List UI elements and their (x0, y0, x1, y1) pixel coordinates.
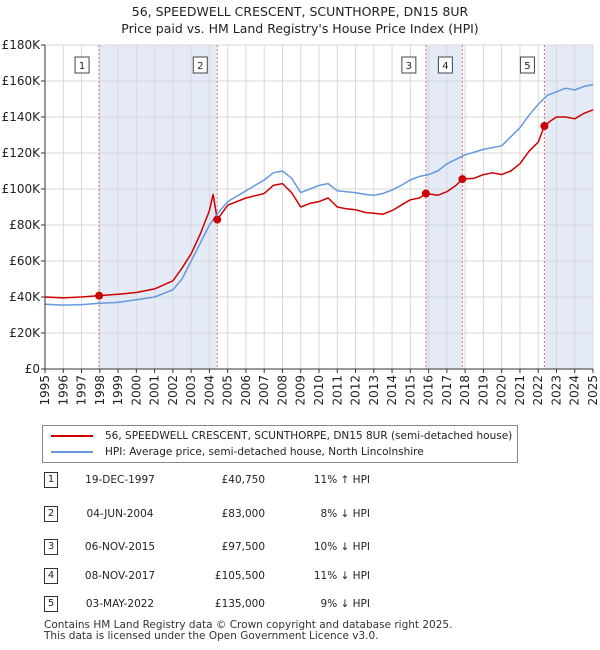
footer: Contains HM Land Registry data © Crown c… (44, 620, 452, 642)
sale-marker-label: 4 (442, 61, 448, 72)
sale-row: 5 03-MAY-2022 £135,000 9% ↓ HPI (40, 596, 400, 614)
sale-date: 04-JUN-2004 (70, 506, 170, 522)
sale-point (422, 190, 429, 197)
x-tick-label: 2004 (202, 375, 216, 406)
x-tick-label: 2006 (239, 375, 253, 406)
sale-point (541, 123, 548, 130)
sale-point (96, 292, 103, 299)
x-tick-label: 2001 (148, 375, 162, 406)
x-tick-label: 2023 (549, 375, 563, 406)
x-tick-label: 2018 (458, 375, 472, 406)
sale-marker-label: 2 (197, 61, 203, 72)
y-tick-label: £140K (2, 110, 42, 124)
x-tick-label: 1997 (75, 375, 89, 406)
y-tick-label: £40K (9, 290, 41, 304)
sale-marker-label: 3 (406, 61, 412, 72)
x-tick-label: 2016 (422, 375, 436, 406)
sale-badge: 4 (44, 568, 58, 584)
price-chart: 1 2 3 4 5 £0 £20K £40K £60K £80K £100K £120K £140K £1… (0, 0, 600, 420)
sale-badge: 3 (44, 539, 58, 555)
x-tick-label: 2013 (367, 375, 381, 406)
y-tick-label: £180K (2, 38, 42, 52)
legend: 56, SPEEDWELL CRESCENT, SCUNTHORPE, DN15… (42, 425, 518, 463)
x-tick-label: 2009 (294, 375, 308, 406)
x-tick-label: 2005 (221, 375, 235, 406)
y-tick-label: £20K (9, 326, 41, 340)
sale-marker-label: 5 (524, 61, 530, 72)
sale-price: £135,000 (180, 596, 265, 612)
x-tick-label: 2020 (495, 375, 509, 406)
x-tick-label: 2022 (531, 375, 545, 406)
legend-swatch-property (51, 435, 93, 437)
sale-date: 03-MAY-2022 (70, 596, 170, 612)
sale-marker-label: 1 (79, 61, 85, 72)
sale-badge: 5 (44, 596, 58, 612)
x-tick-label: 2025 (586, 375, 600, 406)
sale-price: £97,500 (180, 539, 265, 555)
x-tick-label: 1998 (93, 375, 107, 406)
y-tick-label: £60K (9, 254, 41, 268)
sale-row: 1 19-DEC-1997 £40,750 11% ↑ HPI (40, 472, 400, 490)
x-tick-label: 2008 (275, 375, 289, 406)
legend-label-hpi: HPI: Average price, semi-detached house,… (105, 446, 424, 458)
sale-hpi-change: 8% ↓ HPI (280, 506, 370, 522)
sale-hpi-change: 9% ↓ HPI (280, 596, 370, 612)
sale-row: 2 04-JUN-2004 £83,000 8% ↓ HPI (40, 506, 400, 524)
y-tick-label: £120K (2, 146, 42, 160)
x-tick-label: 1995 (38, 375, 52, 406)
y-tick-label: £100K (2, 182, 42, 196)
sale-hpi-change: 10% ↓ HPI (280, 539, 370, 555)
sale-price: £105,500 (180, 568, 265, 584)
x-tick-label: 2017 (440, 375, 454, 406)
sale-badge: 1 (44, 472, 58, 488)
x-tick-label: 2011 (330, 375, 344, 406)
sale-row: 4 08-NOV-2017 £105,500 11% ↓ HPI (40, 568, 400, 586)
shaded-span (426, 45, 463, 369)
y-tick-label: £0 (25, 362, 40, 376)
sale-date: 06-NOV-2015 (70, 539, 170, 555)
x-tick-label: 2010 (312, 375, 326, 406)
x-tick-label: 2003 (184, 375, 198, 406)
legend-item-property: 56, SPEEDWELL CRESCENT, SCUNTHORPE, DN15… (51, 428, 512, 444)
x-tick-label: 2000 (129, 375, 143, 406)
sale-price: £83,000 (180, 506, 265, 522)
y-tick-label: £80K (9, 218, 41, 232)
legend-swatch-hpi (51, 451, 93, 453)
x-tick-label: 2019 (476, 375, 490, 406)
sale-point (214, 216, 221, 223)
sale-badge: 2 (44, 506, 58, 522)
x-tick-label: 2002 (166, 375, 180, 406)
x-tick-label: 2007 (257, 375, 271, 406)
legend-item-hpi: HPI: Average price, semi-detached house,… (51, 444, 424, 460)
sale-date: 08-NOV-2017 (70, 568, 170, 584)
x-tick-label: 2012 (349, 375, 363, 406)
x-tick-label: 1999 (111, 375, 125, 406)
sale-hpi-change: 11% ↓ HPI (280, 568, 370, 584)
sale-point (459, 176, 466, 183)
y-tick-label: £160K (2, 74, 42, 88)
sale-hpi-change: 11% ↑ HPI (280, 472, 370, 488)
sale-date: 19-DEC-1997 (70, 472, 170, 488)
sale-row: 3 06-NOV-2015 £97,500 10% ↓ HPI (40, 539, 400, 557)
x-tick-label: 2014 (385, 375, 399, 406)
legend-label-property: 56, SPEEDWELL CRESCENT, SCUNTHORPE, DN15… (105, 430, 512, 442)
footer-licence: This data is licensed under the Open Gov… (44, 631, 452, 642)
x-tick-label: 1996 (56, 375, 70, 406)
sale-price: £40,750 (180, 472, 265, 488)
x-tick-label: 2024 (568, 375, 582, 406)
x-tick-label: 2015 (403, 375, 417, 406)
x-tick-label: 2021 (513, 375, 527, 406)
shaded-span (99, 45, 217, 369)
